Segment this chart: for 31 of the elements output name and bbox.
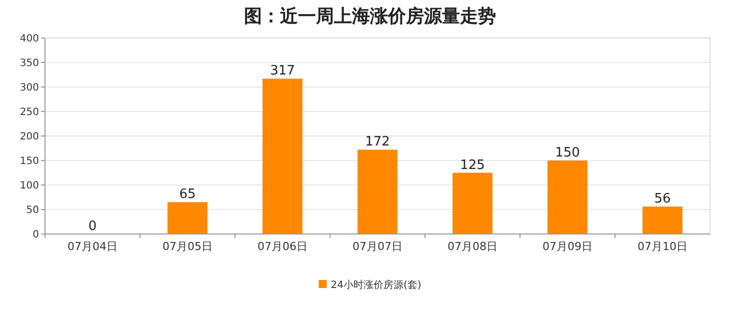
y-tick-label: 350 xyxy=(20,58,39,69)
y-tick-label: 200 xyxy=(20,132,39,142)
data-label: 172 xyxy=(365,134,390,150)
data-label: 0 xyxy=(88,219,97,234)
y-tick-label: 0 xyxy=(32,230,39,240)
bar xyxy=(168,202,208,234)
bar xyxy=(642,206,682,234)
y-tick-label: 250 xyxy=(20,107,39,118)
x-tick-label: 07月09日 xyxy=(542,240,592,253)
bar xyxy=(452,172,492,234)
y-tick-label: 300 xyxy=(20,82,39,94)
y-tick-label: 50 xyxy=(26,205,39,216)
x-tick-label: 07月08日 xyxy=(448,240,498,253)
y-tick-label: 150 xyxy=(20,156,39,167)
x-tick-label: 07月06日 xyxy=(258,240,308,253)
data-label: 125 xyxy=(460,158,485,173)
chart-title: 图：近一周上海涨价房源量走势 xyxy=(244,6,496,27)
data-label: 65 xyxy=(179,187,196,202)
x-tick-label: 07月04日 xyxy=(68,240,118,253)
y-tick-label: 100 xyxy=(20,180,39,192)
data-label: 317 xyxy=(270,64,295,79)
bar xyxy=(358,150,398,234)
data-label: 56 xyxy=(654,192,671,207)
legend-label: 24小时涨价房源(套) xyxy=(330,279,422,291)
x-tick-label: 07月10日 xyxy=(638,240,688,253)
bar xyxy=(548,160,588,234)
x-tick-label: 07月05日 xyxy=(162,240,212,253)
bar xyxy=(262,78,302,234)
data-label: 150 xyxy=(555,146,580,160)
x-tick-label: 07月07日 xyxy=(352,240,402,253)
y-tick-label: 400 xyxy=(20,34,39,44)
